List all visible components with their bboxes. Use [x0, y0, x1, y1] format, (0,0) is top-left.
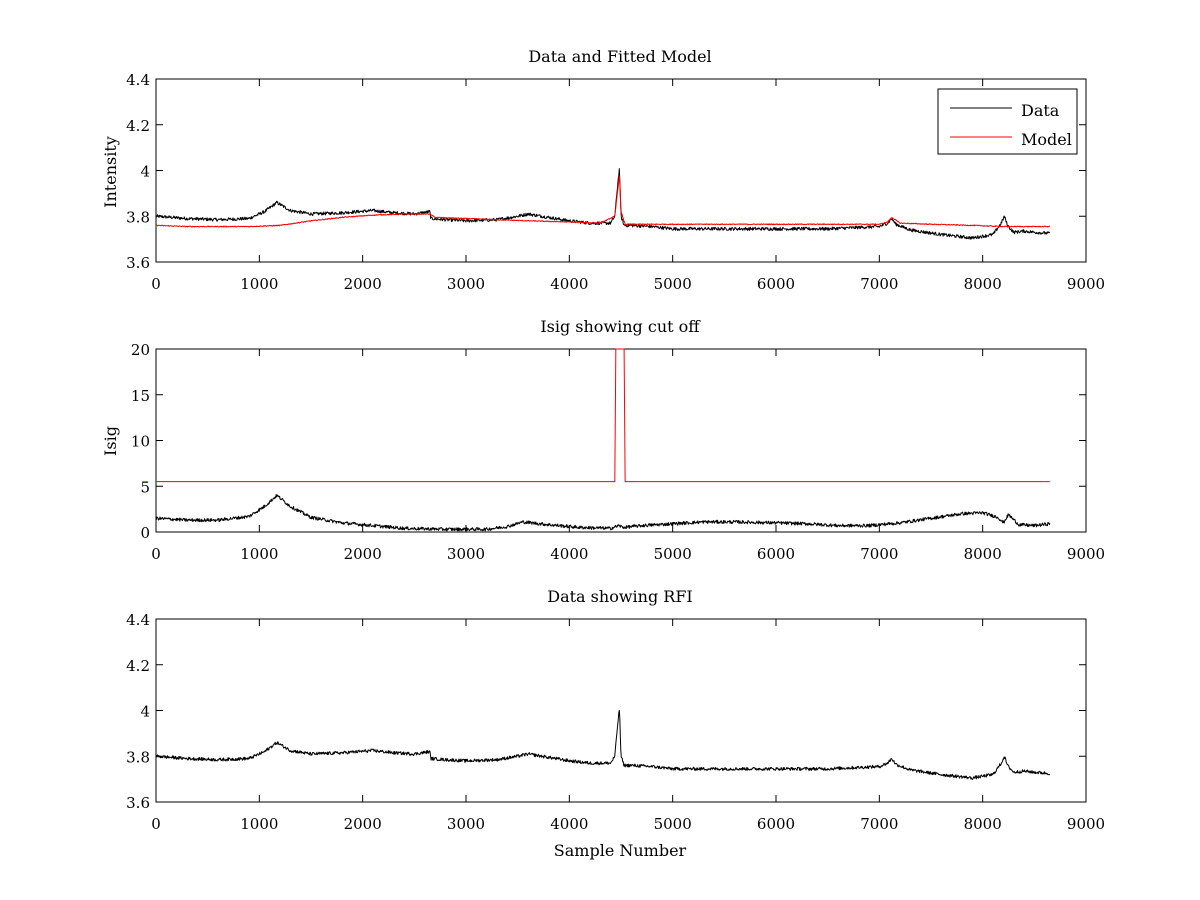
- panel-title: Data showing RFI: [547, 587, 692, 606]
- x-tick-label: 6000: [757, 815, 795, 833]
- panel-data-and-fitted-model: Data and Fitted Model Intensity 0 1000 200…: [101, 47, 1105, 293]
- series-group: [155, 709, 1051, 780]
- y-tick-label: 3.8: [126, 748, 150, 766]
- y-axis-label: Isig: [101, 426, 120, 456]
- x-tick-label: 0: [151, 275, 161, 293]
- x-tick-label: 6000: [757, 545, 795, 563]
- x-tick-label: 0: [151, 815, 161, 833]
- x-tick-label: 1000: [240, 545, 278, 563]
- y-tick-label: 4.2: [126, 117, 150, 135]
- x-tick-label: 1000: [240, 275, 278, 293]
- x-tick-label: 6000: [757, 275, 795, 293]
- x-tick-label: 9000: [1067, 815, 1105, 833]
- x-tick-label: 3000: [447, 545, 485, 563]
- axis-ticks: 0 1000 2000 3000 4000 5000 6000 7000 8000 9000 0 5 1…: [131, 341, 1105, 563]
- series-group: [155, 168, 1051, 240]
- legend-label-model: Model: [1021, 130, 1072, 149]
- y-tick-label: 4.4: [126, 611, 150, 629]
- panel-title: Isig showing cut off: [540, 317, 701, 336]
- panel-isig-showing-cut-off: Isig showing cut off Isig 0 1000 2000 3000 4…: [101, 317, 1105, 563]
- series-line-1: [156, 348, 1050, 483]
- y-tick-label: 4.2: [126, 657, 150, 675]
- x-tick-label: 7000: [860, 815, 898, 833]
- y-tick-label: 15: [131, 387, 150, 405]
- x-tick-label: 3000: [447, 815, 485, 833]
- series-line-0: [155, 493, 1051, 532]
- x-tick-label: 1000: [240, 815, 278, 833]
- y-tick-label: 3.6: [126, 254, 150, 272]
- x-tick-label: 9000: [1067, 275, 1105, 293]
- series-group: [155, 348, 1051, 532]
- panel-data-showing-rfi: Data showing RFI Sample Number 0 1000 2000…: [126, 587, 1105, 860]
- x-tick-label: 8000: [964, 815, 1002, 833]
- x-tick-label: 7000: [860, 275, 898, 293]
- y-tick-label: 10: [131, 433, 150, 451]
- x-tick-label: 5000: [654, 815, 692, 833]
- y-tick-label: 3.6: [126, 794, 150, 812]
- x-tick-label: 9000: [1067, 545, 1105, 563]
- x-tick-label: 4000: [550, 545, 588, 563]
- x-tick-label: 5000: [654, 545, 692, 563]
- legend-label-data: Data: [1021, 101, 1060, 120]
- y-tick-label: 4: [140, 703, 150, 721]
- x-tick-label: 4000: [550, 275, 588, 293]
- x-tick-label: 8000: [964, 545, 1002, 563]
- series-line-model: [155, 175, 1051, 228]
- axis-ticks: 0 1000 2000 3000 4000 5000 6000 7000 8000 9000 3.6…: [126, 71, 1105, 293]
- panel-title: Data and Fitted Model: [528, 47, 711, 66]
- y-tick-label: 4: [140, 163, 150, 181]
- y-axis-label: Intensity: [101, 136, 120, 208]
- y-tick-label: 4.4: [126, 71, 150, 89]
- y-tick-label: 0: [140, 524, 150, 542]
- x-axis-label: Sample Number: [554, 841, 687, 860]
- x-tick-label: 8000: [964, 275, 1002, 293]
- x-tick-label: 4000: [550, 815, 588, 833]
- x-tick-label: 2000: [344, 545, 382, 563]
- x-tick-label: 0: [151, 545, 161, 563]
- x-tick-label: 5000: [654, 275, 692, 293]
- y-tick-label: 20: [131, 341, 150, 359]
- x-tick-label: 2000: [344, 815, 382, 833]
- axis-ticks: 0 1000 2000 3000 4000 5000 6000 7000 8000 9000 3.6…: [126, 611, 1105, 833]
- y-tick-label: 5: [140, 478, 150, 496]
- x-tick-label: 3000: [447, 275, 485, 293]
- series-line-0: [155, 709, 1051, 780]
- y-tick-label: 3.8: [126, 208, 150, 226]
- legend-box: [937, 88, 1078, 155]
- legend: Data Model: [937, 88, 1078, 155]
- x-tick-label: 7000: [860, 545, 898, 563]
- x-tick-label: 2000: [344, 275, 382, 293]
